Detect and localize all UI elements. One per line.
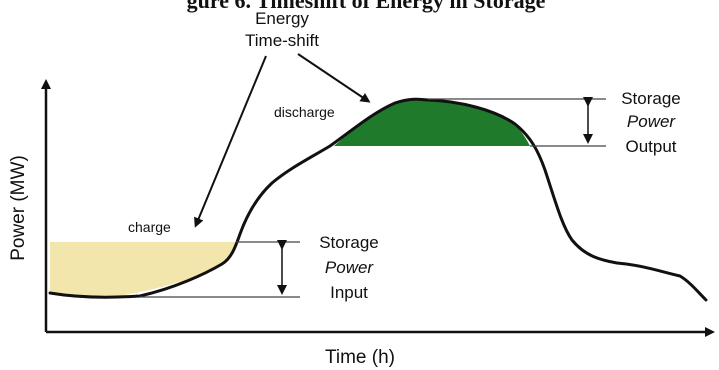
storage-output-line1: Storage [621,89,681,108]
energy-timeshift-label-line2: Time-shift [245,31,319,50]
storage-input-line2: Power [325,258,375,277]
charge-arrow [194,55,267,228]
charge-label: charge [128,219,171,235]
y-axis-label: Power (MW) [8,155,29,261]
storage-input-line3: Input [330,283,368,302]
diagram-title: gure 6. Timeshift of Energy in Storage [187,0,546,13]
storage-output-line2: Power [627,112,677,131]
discharge-label: discharge [274,104,335,120]
load-curve [48,97,708,302]
charge-area [50,242,236,296]
energy-timeshift-label-line1: Energy [255,9,309,28]
storage-input-line1: Storage [319,233,379,252]
discharge-arrow [297,53,371,103]
storage-output-line3: Output [625,137,676,156]
x-axis-label: Time (h) [325,347,395,368]
